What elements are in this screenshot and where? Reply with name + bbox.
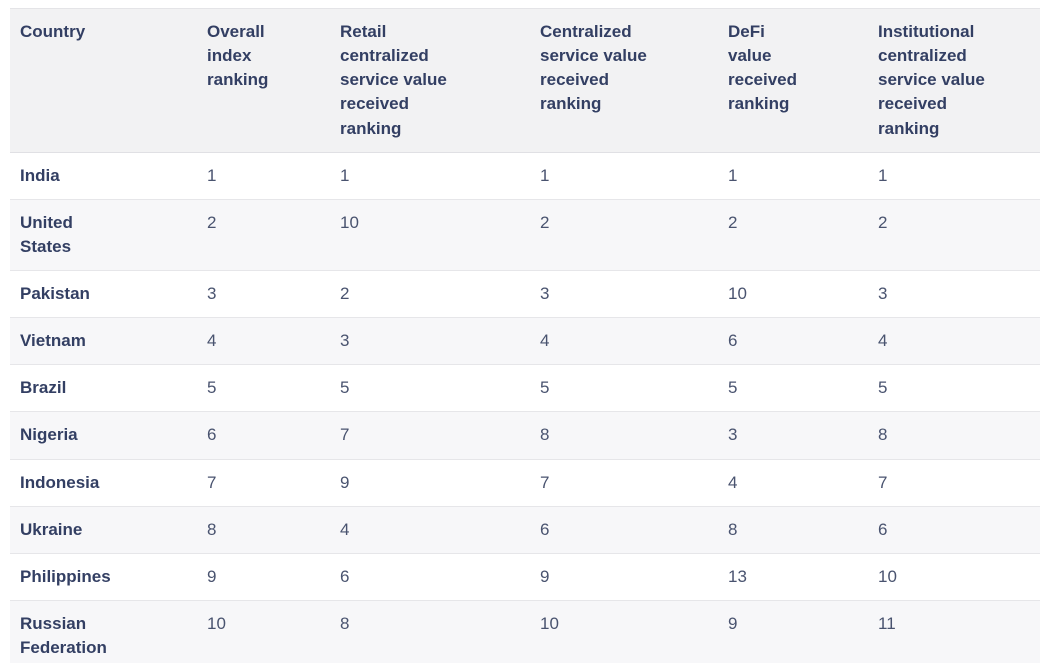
table-row: Vietnam 4 3 4 6 4 (10, 317, 1040, 365)
rank-cell-institutional: 11 (868, 599, 1040, 663)
rank-cell-retail: 1 (340, 165, 350, 185)
rank-cell-centralized: 8 (530, 411, 718, 459)
country-cell: Vietnam (10, 317, 197, 365)
rank-cell-centralized: 2 (530, 198, 718, 271)
rank-cell-institutional: 1 (878, 165, 888, 185)
rank-cell-overall: 1 (207, 165, 217, 185)
rank-cell-defi: 9 (718, 599, 868, 663)
ranking-table-container: Country Overall index ranking Retail cen… (10, 8, 1040, 663)
country-cell: Russian Federation (10, 599, 197, 663)
rank-cell-institutional: 4 (868, 317, 1040, 365)
rank-cell-retail: 3 (330, 317, 530, 365)
rank-cell-defi: 1 (728, 165, 738, 185)
rank-cell-retail: 9 (330, 458, 530, 507)
rank-cell-retail: 6 (330, 552, 530, 601)
country-cell: United States (10, 198, 197, 271)
table-row: India 1 1 1 1 1 (10, 152, 1040, 199)
country-cell: Nigeria (10, 411, 197, 459)
table-row: Pakistan 3 2 3 10 3 (10, 269, 1040, 318)
header-institutional-ranking: Institutional centralized service value … (868, 8, 1040, 153)
rank-cell-retail: 4 (330, 505, 530, 554)
header-overall-index-ranking: Overall index ranking (197, 8, 330, 153)
rank-cell-defi: 8 (718, 505, 868, 554)
country-cell: Pakistan (10, 269, 197, 318)
rank-cell-defi: 13 (718, 552, 868, 601)
rank-cell-institutional: 10 (868, 552, 1040, 601)
country-cell: Brazil (10, 364, 197, 412)
header-country: Country (10, 8, 197, 153)
header-retail-centralized-ranking: Retail centralized service value receive… (330, 8, 530, 153)
rank-cell-centralized: 5 (530, 364, 718, 412)
table-row: Brazil 5 5 5 5 5 (10, 364, 1040, 412)
rank-cell-defi: 5 (718, 364, 868, 412)
rank-cell-defi: 4 (718, 458, 868, 507)
rank-cell-overall: 9 (197, 552, 330, 601)
rank-cell-centralized: 6 (530, 505, 718, 554)
rank-cell-centralized: 10 (530, 599, 718, 663)
rank-cell-defi: 10 (718, 269, 868, 318)
rank-cell-centralized: 1 (540, 165, 550, 185)
rank-cell-retail: 5 (330, 364, 530, 412)
header-centralized-ranking: Centralized service value received ranki… (530, 8, 718, 153)
country-cell: Indonesia (10, 458, 197, 507)
table-row: United States 2 10 2 2 2 (10, 198, 1040, 271)
country-cell: India (20, 165, 60, 185)
rank-cell-retail: 7 (330, 411, 530, 459)
rank-cell-centralized: 3 (530, 269, 718, 318)
rank-cell-overall: 8 (197, 505, 330, 554)
table-body: India 1 1 1 1 1 United States 2 10 2 2 2 Pakistan 3 2 3… (10, 152, 1040, 663)
rank-cell-centralized: 7 (530, 458, 718, 507)
table-row: Indonesia 7 9 7 4 7 (10, 458, 1040, 507)
header-row: Country Overall index ranking Retail cen… (10, 8, 1040, 153)
country-cell: Philippines (10, 552, 197, 601)
rank-cell-overall: 5 (197, 364, 330, 412)
rank-cell-retail: 8 (330, 599, 530, 663)
rank-cell-institutional: 5 (868, 364, 1040, 412)
rank-cell-institutional: 7 (868, 458, 1040, 507)
rank-cell-institutional: 3 (868, 269, 1040, 318)
rank-cell-overall: 4 (197, 317, 330, 365)
header-defi-ranking: DeFi value received ranking (718, 8, 868, 153)
rank-cell-retail: 2 (330, 269, 530, 318)
table-row: Philippines 9 6 9 13 10 (10, 552, 1040, 601)
rank-cell-retail: 10 (330, 198, 530, 271)
rank-cell-overall: 6 (197, 411, 330, 459)
rank-cell-institutional: 6 (868, 505, 1040, 554)
table-row: Nigeria 6 7 8 3 8 (10, 411, 1040, 459)
country-cell: Ukraine (10, 505, 197, 554)
rank-cell-defi: 6 (718, 317, 868, 365)
rank-cell-overall: 2 (197, 198, 330, 271)
rank-cell-institutional: 2 (868, 198, 1040, 271)
table-row: Ukraine 8 4 6 8 6 (10, 505, 1040, 554)
rank-cell-defi: 3 (718, 411, 868, 459)
table-row: Russian Federation 10 8 10 9 11 (10, 599, 1040, 663)
rank-cell-overall: 10 (197, 599, 330, 663)
rank-cell-centralized: 9 (530, 552, 718, 601)
crypto-adoption-ranking-table: Country Overall index ranking Retail cen… (10, 8, 1040, 663)
table-header: Country Overall index ranking Retail cen… (10, 8, 1040, 153)
rank-cell-centralized: 4 (530, 317, 718, 365)
rank-cell-institutional: 8 (868, 411, 1040, 459)
rank-cell-overall: 3 (197, 269, 330, 318)
rank-cell-defi: 2 (718, 198, 868, 271)
rank-cell-overall: 7 (197, 458, 330, 507)
